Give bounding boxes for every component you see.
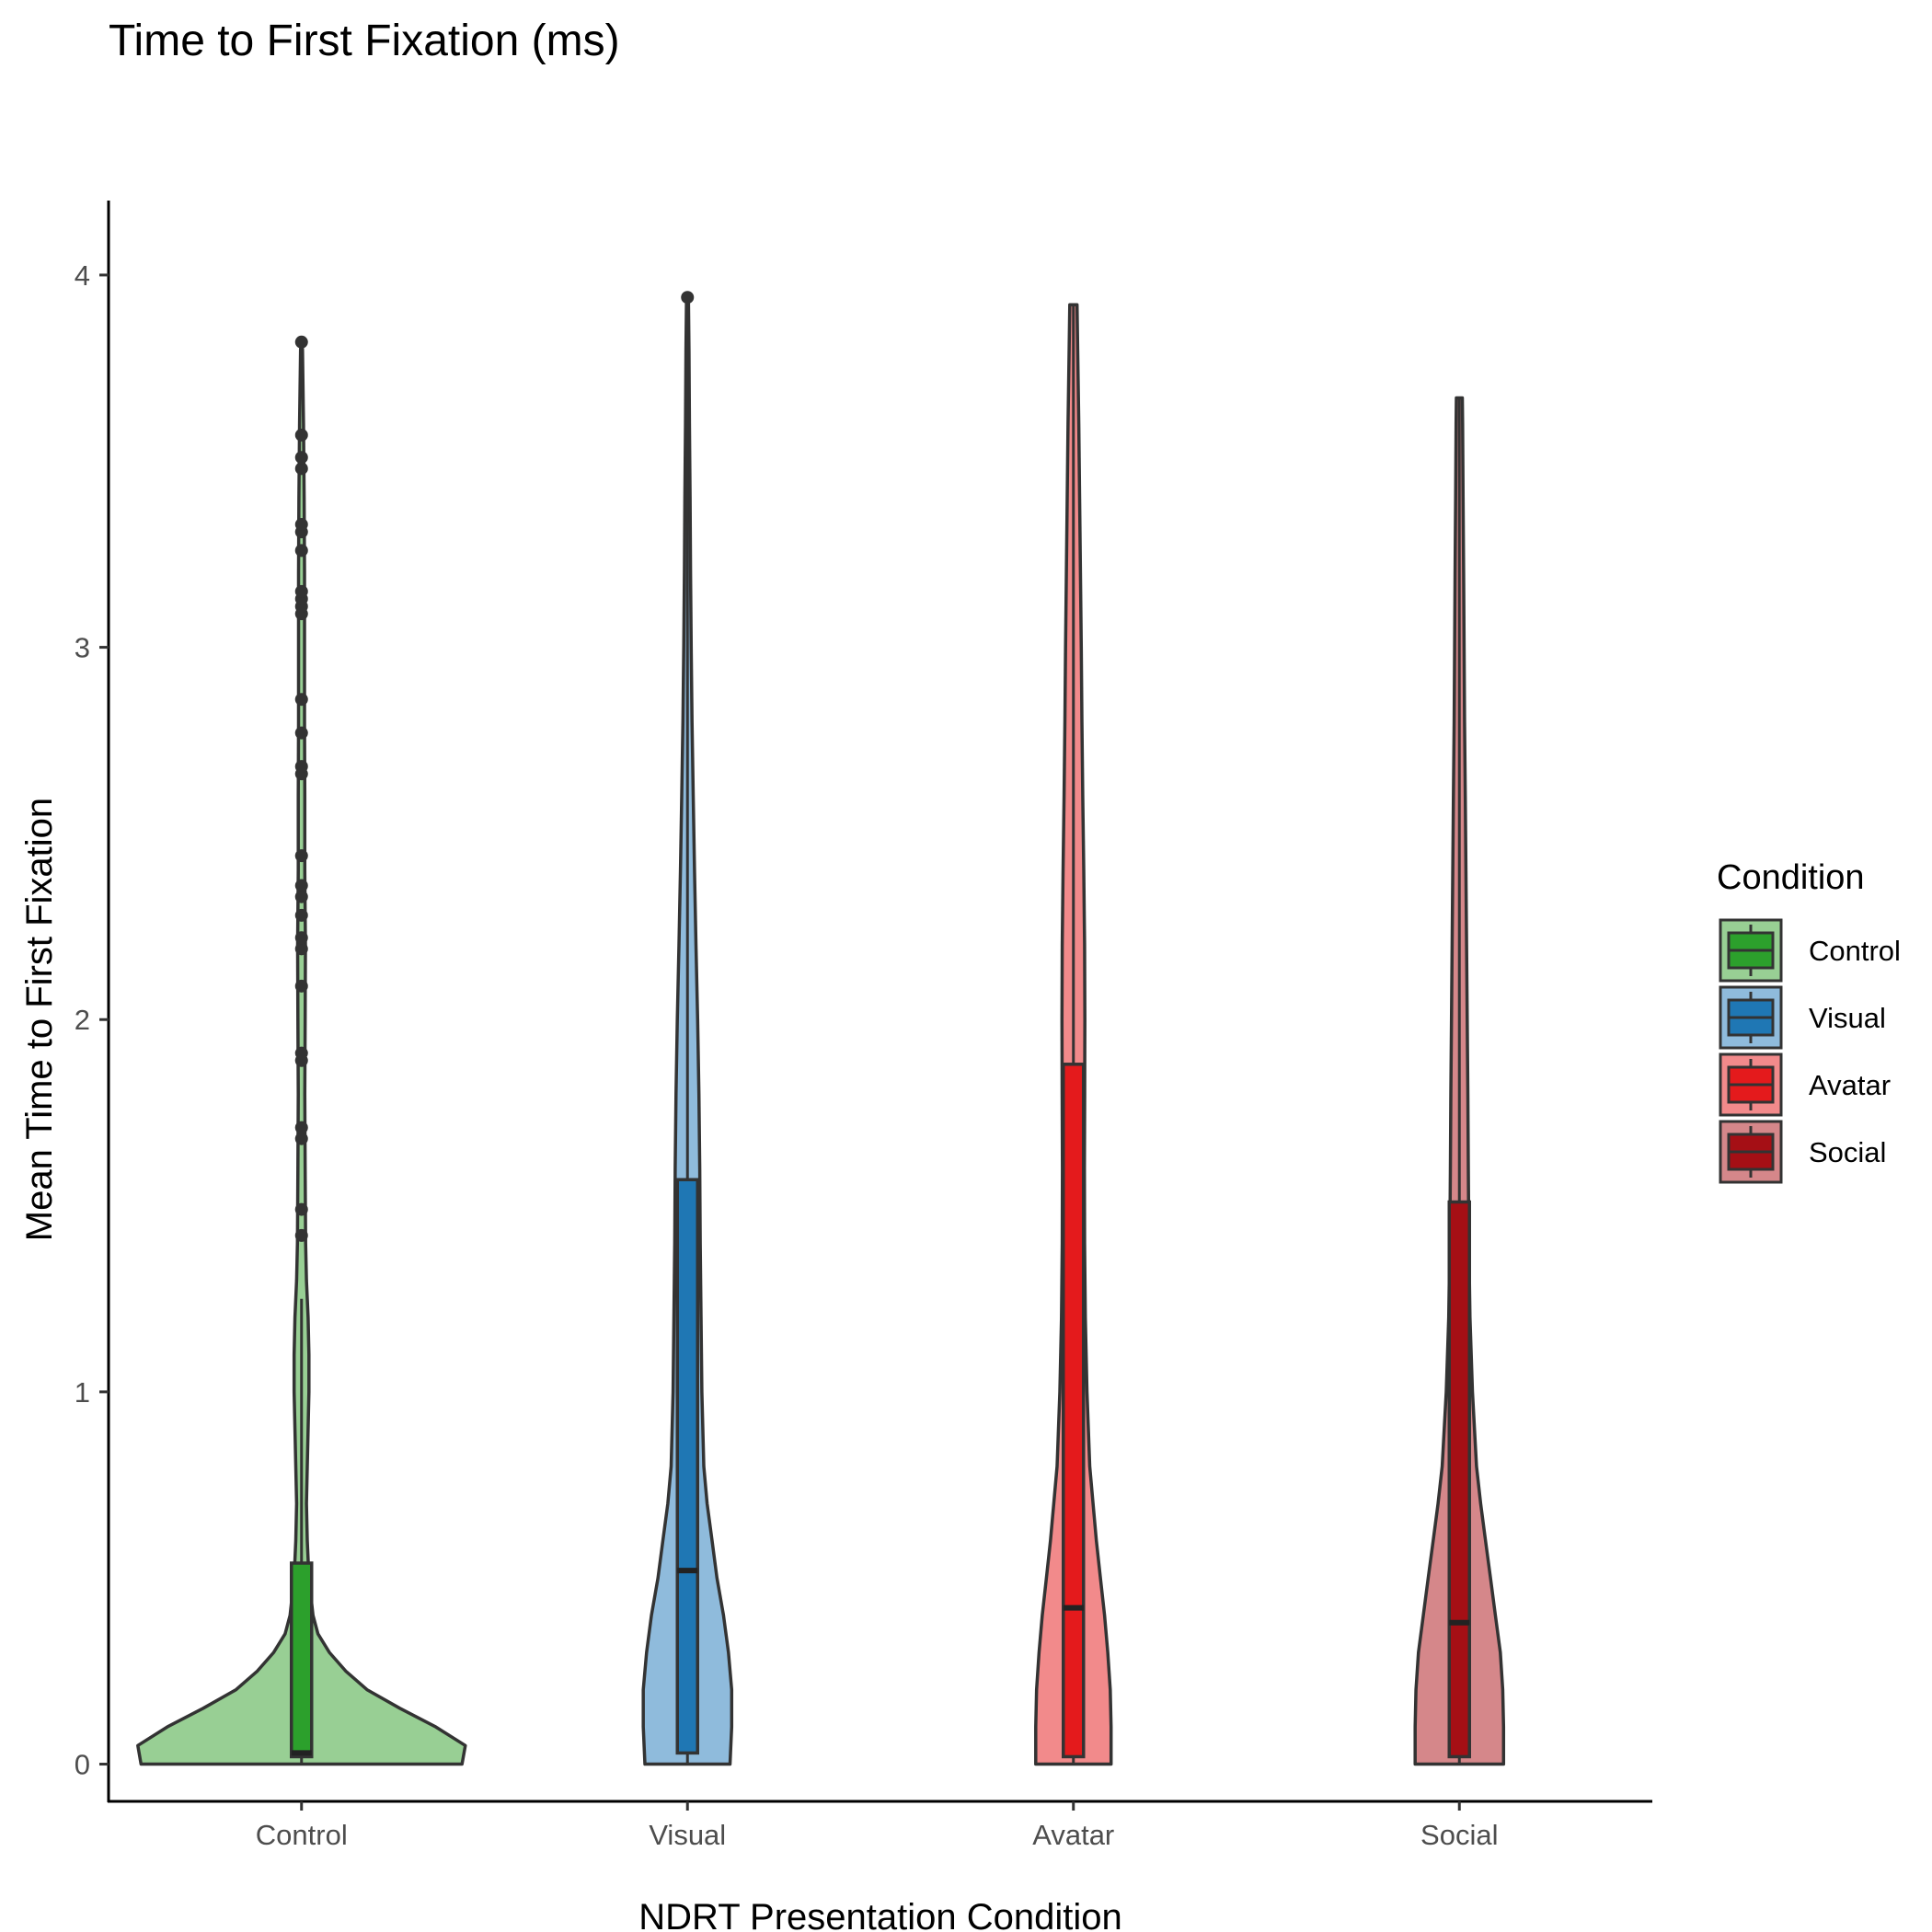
outlier-point-control (294, 518, 308, 532)
x-axis-title: NDRT Presentation Condition (638, 1897, 1121, 1932)
outlier-point-control (294, 1228, 308, 1242)
violin-group-control (136, 335, 467, 1766)
outlier-point-control (294, 931, 308, 945)
box-avatar (1062, 1063, 1086, 1759)
chart-title: Time to First Fixation (ms) (109, 17, 620, 65)
outlier-point-control (294, 544, 308, 558)
y-tick-label: 2 (75, 1004, 90, 1036)
outlier-point-control (294, 760, 308, 774)
outlier-point-control (294, 693, 308, 707)
outlier-point-control (294, 462, 308, 476)
legend-item-social: Social (1719, 1120, 1886, 1184)
outlier-point-control (294, 1132, 308, 1145)
x-axis-ticks: Control Visual Avatar Social (256, 1801, 1498, 1851)
legend-items: Control Visual Avatar Social (1719, 918, 1901, 1184)
y-axis-ticks: 0 1 2 3 4 (75, 259, 109, 1781)
outlier-point-control (294, 979, 308, 993)
x-tick-label-avatar: Avatar (1032, 1819, 1114, 1851)
outlier-point-control (294, 942, 308, 956)
legend-item-visual: Visual (1719, 985, 1886, 1050)
box-visual (675, 1178, 699, 1755)
legend-label-avatar: Avatar (1809, 1069, 1891, 1101)
legend: Condition Control Visual Avatar Social (1717, 858, 1901, 1184)
outlier-point-control (294, 890, 308, 903)
x-tick-label-control: Control (256, 1819, 348, 1851)
legend-title: Condition (1717, 858, 1865, 897)
y-axis-title: Mean Time to First Fixation (19, 798, 60, 1241)
outlier-point-control (294, 335, 308, 349)
outlier-point-control (294, 1121, 308, 1134)
outlier-point-control (294, 1202, 308, 1216)
outlier-point-control (294, 879, 308, 892)
outlier-point-control (294, 451, 308, 465)
violin-group-avatar (1034, 303, 1113, 1766)
outlier-point-control (294, 908, 308, 922)
plot-area (136, 291, 1506, 1766)
legend-item-avatar: Avatar (1719, 1052, 1891, 1117)
box-social (1447, 1200, 1471, 1759)
x-tick-label-social: Social (1420, 1819, 1498, 1851)
legend-item-control: Control (1719, 918, 1901, 983)
y-tick-label: 0 (75, 1749, 90, 1781)
legend-label-control: Control (1809, 935, 1901, 967)
y-tick-label: 1 (75, 1376, 90, 1409)
outlier-point-control (294, 726, 308, 740)
legend-label-visual: Visual (1809, 1002, 1886, 1034)
outlier-point-control (294, 428, 308, 442)
outlier-point-control (294, 849, 308, 863)
x-tick-label-visual: Visual (649, 1819, 726, 1851)
y-tick-label: 3 (75, 632, 90, 664)
outlier-point-control (294, 584, 308, 598)
violin-group-social (1413, 396, 1506, 1766)
violin-group-visual (641, 291, 734, 1766)
outlier-point-control (294, 1046, 308, 1060)
outlier-point-visual (681, 291, 695, 305)
legend-label-social: Social (1809, 1136, 1886, 1168)
box-control (290, 1561, 314, 1759)
y-tick-label: 4 (75, 259, 90, 292)
